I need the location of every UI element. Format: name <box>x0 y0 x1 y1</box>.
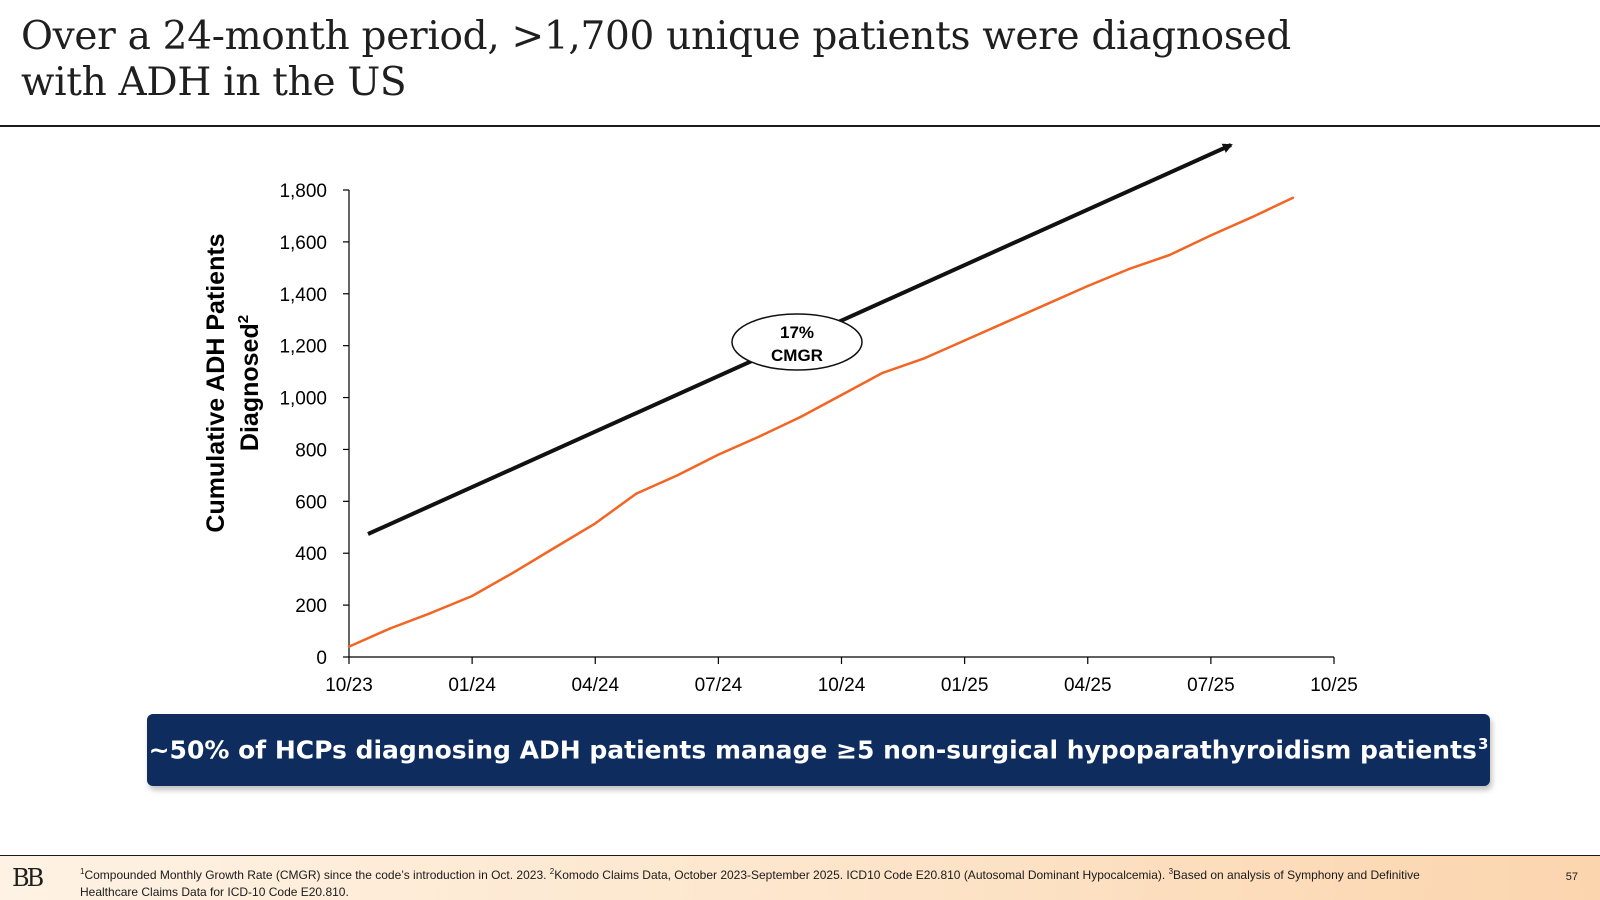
y-tick-label: 1,600 <box>279 233 327 254</box>
cmgr-annotation: 17% CMGR <box>731 313 863 371</box>
data-point <box>594 522 597 525</box>
y-tick-label: 0 <box>316 648 327 669</box>
y-tick-label: 1,400 <box>279 285 327 306</box>
title-divider <box>0 125 1600 127</box>
cmgr-annotation-label: CMGR <box>771 346 823 365</box>
data-point <box>963 339 966 342</box>
series-line-cumulative-patients <box>348 196 1294 648</box>
series-points <box>347 196 1295 648</box>
x-tick-label: 01/25 <box>941 675 989 696</box>
cmgr-annotation-ellipse <box>731 313 863 371</box>
x-tick-label: 10/23 <box>325 675 373 696</box>
x-tick-label: 01/24 <box>448 675 496 696</box>
data-point <box>840 393 843 397</box>
data-point <box>635 492 638 495</box>
data-point <box>1250 216 1254 219</box>
data-point <box>1086 284 1090 288</box>
y-axis-title: Cumulative ADH Patients <box>202 233 230 532</box>
y-axis: 0 200 400 600 800 1,000 1,200 1,400 1,600 1,800 <box>279 181 350 669</box>
chart-area: 0 200 400 600 800 1,000 1,200 1,400 1,600 1,800 1… <box>202 143 1358 696</box>
y-axis-title-line-1: Cumulative ADH Patients <box>202 233 230 532</box>
x-axis: 10/23 01/24 04/24 07/24 10/24 01/25 04/25 07/25… <box>325 656 1358 696</box>
data-point <box>1168 253 1172 257</box>
slide-title-line-2: with ADH in the US <box>21 60 407 105</box>
data-point <box>1127 267 1131 271</box>
x-tick-label: 10/25 <box>1310 675 1358 696</box>
data-point <box>758 435 761 438</box>
data-point <box>553 546 556 550</box>
x-tick-label: 07/25 <box>1187 675 1235 696</box>
footer: BB 1Compounded Monthly Growth Rate (CMGR… <box>0 855 1600 900</box>
data-point <box>676 474 679 477</box>
y-tick-label: 1,200 <box>279 337 327 358</box>
y-axis-title-line-2: Diagnosed2 <box>235 315 264 451</box>
data-point <box>1045 303 1048 306</box>
key-insight-text: ~50% of HCPs diagnosing ADH patients man… <box>148 735 1489 765</box>
footnotes: 1Compounded Monthly Growth Rate (CMGR) s… <box>80 867 1420 899</box>
data-point <box>470 594 474 598</box>
data-point <box>347 645 351 648</box>
y-tick-label: 200 <box>295 596 327 617</box>
x-tick-label: 04/25 <box>1064 675 1112 696</box>
data-point <box>429 611 433 615</box>
y-tick-label: 800 <box>295 440 327 461</box>
key-insight-callout: ~50% of HCPs diagnosing ADH patients man… <box>147 714 1490 786</box>
data-point <box>881 371 884 375</box>
y-tick-label: 1,800 <box>279 181 327 202</box>
y-tick-label: 400 <box>295 544 327 565</box>
data-point <box>1004 321 1007 324</box>
data-point <box>388 627 392 630</box>
data-point <box>717 453 720 456</box>
x-tick-label: 10/24 <box>818 675 866 696</box>
data-point <box>1291 196 1295 199</box>
company-logo: BB <box>12 864 44 892</box>
slide-title-line-1: Over a 24-month period, >1,700 unique pa… <box>21 14 1291 59</box>
page-number: 57 <box>1565 871 1578 883</box>
data-point <box>512 571 515 574</box>
data-point <box>1209 234 1213 237</box>
slide-title: Over a 24-month period, >1,700 unique pa… <box>21 14 1421 106</box>
x-tick-label: 07/24 <box>695 675 743 696</box>
x-tick-label: 04/24 <box>571 675 619 696</box>
y-tick-label: 600 <box>295 492 327 513</box>
data-point <box>922 357 925 360</box>
cmgr-annotation-value: 17% <box>780 323 814 342</box>
y-tick-label: 1,000 <box>279 389 327 410</box>
data-point <box>799 415 802 419</box>
